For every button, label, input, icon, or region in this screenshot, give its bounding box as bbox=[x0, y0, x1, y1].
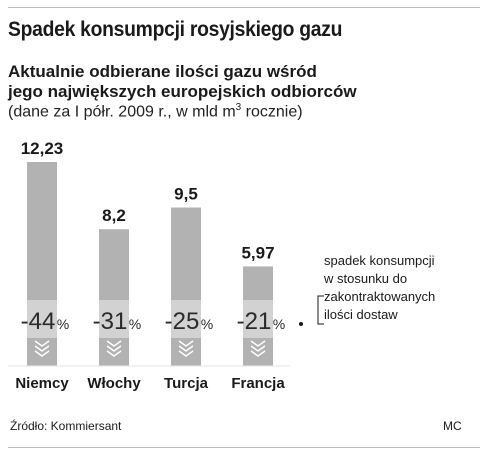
category-label-francja: Francja bbox=[231, 375, 285, 392]
bar-turcja bbox=[171, 207, 201, 366]
chart-title: Spadek konsumpcji rosyjskiego gazu bbox=[8, 18, 343, 41]
down-chevron-icon bbox=[178, 345, 194, 352]
value-label-włochy: 8,2 bbox=[102, 206, 126, 225]
units-note-superscript: 3 bbox=[235, 102, 242, 113]
down-chevron-icon bbox=[250, 345, 266, 352]
value-label-niemcy: 12,23 bbox=[21, 139, 64, 158]
down-chevron-icon bbox=[106, 340, 122, 347]
top-rule bbox=[8, 7, 480, 8]
down-chevron-icon bbox=[106, 345, 122, 352]
down-chevron-icon bbox=[178, 340, 194, 347]
change-unit-turcja: % bbox=[201, 316, 213, 332]
change-label-niemcy: -44 bbox=[21, 308, 56, 335]
units-note-suffix: rocznie) bbox=[241, 103, 303, 121]
legend-line-1: spadek konsumpcji bbox=[324, 253, 435, 268]
legend: spadek konsumpcji w stosunku do zakontra… bbox=[324, 252, 474, 324]
change-unit-francja: % bbox=[273, 316, 285, 332]
units-note-prefix: (dane za I półr. 2009 r., w mld m bbox=[8, 103, 236, 121]
down-chevron-icon bbox=[250, 340, 266, 347]
legend-line-2: w stosunku do bbox=[324, 271, 408, 286]
change-band-włochy bbox=[99, 300, 129, 338]
down-chevron-icon bbox=[250, 350, 266, 357]
subtitle-line-1: Aktualnie odbierane ilości gazu wśród bbox=[8, 62, 317, 81]
change-unit-włochy: % bbox=[129, 316, 141, 332]
down-chevron-icon bbox=[106, 350, 122, 357]
change-label-włochy: -31 bbox=[93, 308, 128, 335]
down-chevron-icon bbox=[34, 350, 50, 357]
change-band-francja bbox=[243, 300, 273, 338]
author-credit: MC bbox=[443, 419, 462, 433]
bar-włochy bbox=[99, 229, 129, 366]
legend-bracket bbox=[317, 295, 324, 325]
change-unit-niemcy: % bbox=[57, 316, 69, 332]
source-note: Źródło: Kommiersant bbox=[10, 419, 122, 433]
legend-dot-icon bbox=[299, 322, 303, 326]
bottom-rule bbox=[8, 447, 480, 448]
category-label-niemcy: Niemcy bbox=[15, 375, 69, 392]
down-chevron-icon bbox=[34, 340, 50, 347]
change-label-turcja: -25 bbox=[165, 308, 200, 335]
down-chevron-icon bbox=[34, 345, 50, 352]
change-band-niemcy bbox=[27, 300, 57, 338]
legend-line-3: zakontraktowanych bbox=[324, 289, 436, 304]
legend-line-4: ilości dostaw bbox=[324, 307, 398, 322]
down-chevron-icon bbox=[178, 350, 194, 357]
value-label-turcja: 9,5 bbox=[174, 185, 198, 204]
change-band-turcja bbox=[171, 300, 201, 338]
units-note: (dane za I półr. 2009 r., w mld m3 roczn… bbox=[8, 102, 303, 121]
category-label-turcja: Turcja bbox=[164, 375, 209, 392]
subtitle-line-2: jego największych europejskich odbiorców bbox=[8, 82, 357, 101]
value-label-francja: 5,97 bbox=[241, 243, 274, 262]
category-label-włochy: Włochy bbox=[87, 375, 141, 392]
change-label-francja: -21 bbox=[237, 308, 272, 335]
